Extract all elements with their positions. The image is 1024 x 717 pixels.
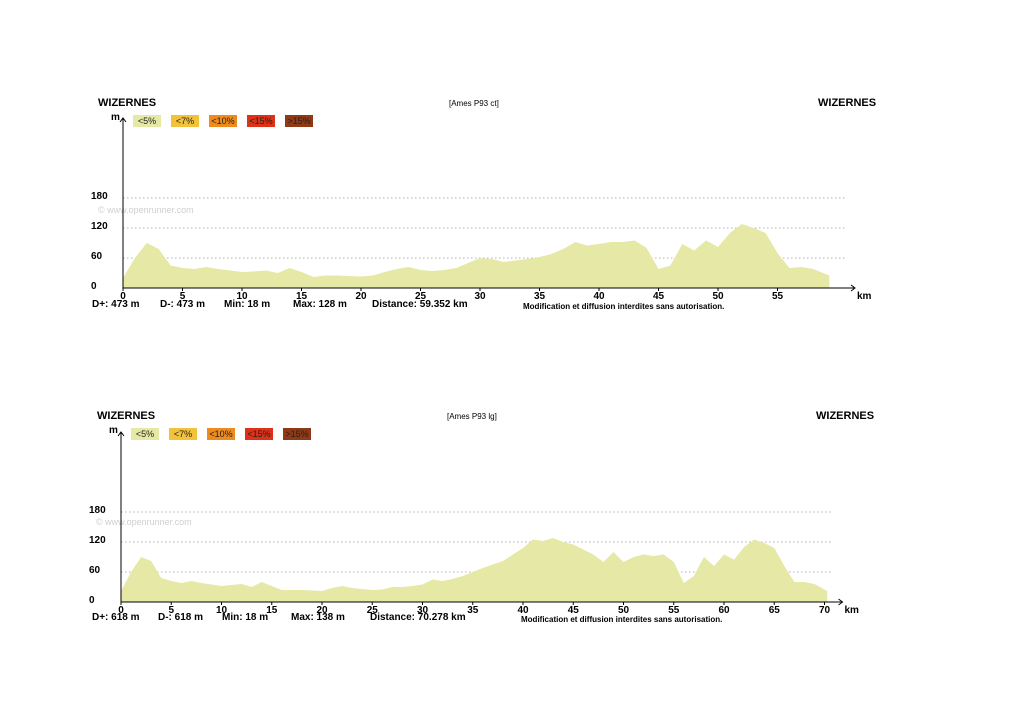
y-tick-label: 180 — [91, 191, 108, 202]
min-elevation: Min: 18 m — [224, 299, 271, 310]
elevation-area — [121, 538, 828, 602]
x-unit-label: km — [857, 291, 872, 302]
elevation-chart: 0 60 120 180 0 5 10 15 20 25 30 35 40 45 50 55 km — [91, 117, 872, 302]
x-tick-label: 0 — [120, 291, 126, 302]
x-tick-label: 15 — [266, 605, 278, 616]
x-tick-label: 40 — [517, 605, 529, 616]
x-tick-label: 5 — [180, 291, 186, 302]
x-tick-label: 10 — [216, 605, 228, 616]
x-tick-label: 35 — [534, 291, 546, 302]
start-location-label: WIZERNES — [98, 97, 157, 109]
legend-item-lt5: <5% — [131, 428, 159, 440]
legend-item-gt15: >15% — [285, 115, 313, 127]
x-tick-label: 20 — [316, 605, 328, 616]
watermark: © www.openrunner.com — [96, 517, 192, 527]
legend-item-lt15: <15% — [245, 428, 273, 440]
x-tick-label: 30 — [417, 605, 429, 616]
legend-item-lt10: <10% — [207, 428, 235, 440]
route-title: [Ames P93 lg] — [447, 412, 497, 421]
route-distance: Distance: 70.278 km — [370, 612, 466, 623]
y-tick-label: 60 — [91, 251, 103, 262]
legend-item-gt15: >15% — [283, 428, 311, 440]
x-tick-label: 10 — [236, 291, 248, 302]
end-location-label: WIZERNES — [818, 97, 877, 109]
x-tick-label: 50 — [618, 605, 630, 616]
slope-legend: <5% <7% <10% <15% >15% — [133, 115, 323, 127]
max-elevation: Max: 138 m — [291, 612, 345, 623]
x-tick-label: 40 — [593, 291, 605, 302]
y-axis-arrow — [119, 117, 127, 123]
legend-item-lt10: <10% — [209, 115, 237, 127]
watermark: © www.openrunner.com — [98, 205, 194, 215]
elevation-gain: D+: 618 m — [92, 612, 140, 623]
x-tick-label: 55 — [772, 291, 784, 302]
x-tick-label: 55 — [668, 605, 680, 616]
y-unit-label: m — [109, 425, 118, 436]
slope-legend: <5% <7% <10% <15% >15% — [131, 428, 321, 440]
x-tick-label: 15 — [296, 291, 308, 302]
x-axis-arrow — [838, 598, 844, 606]
y-tick-label: 0 — [89, 595, 95, 606]
elevation-gain: D+: 473 m — [92, 299, 140, 310]
x-tick-label: 60 — [718, 605, 730, 616]
x-tick-label: 45 — [568, 605, 580, 616]
x-tick-label: 25 — [367, 605, 379, 616]
x-tick-label: 35 — [467, 605, 479, 616]
x-tick-label: 45 — [653, 291, 665, 302]
x-tick-label: 30 — [474, 291, 486, 302]
copyright-notice: Modification et diffusion interdites san… — [521, 615, 723, 624]
route-title: [Ames P93 ct] — [449, 99, 499, 108]
elevation-loss: D-: 473 m — [160, 299, 206, 310]
elevation-area — [123, 224, 830, 288]
min-elevation: Min: 18 m — [222, 612, 269, 623]
y-tick-label: 120 — [89, 535, 106, 546]
x-tick-label: 0 — [118, 605, 124, 616]
x-axis-arrow — [850, 284, 856, 292]
end-location-label: WIZERNES — [816, 410, 875, 422]
legend-item-lt5: <5% — [133, 115, 161, 127]
y-tick-label: 120 — [91, 221, 108, 232]
y-tick-label: 180 — [89, 505, 106, 516]
x-tick-label: 20 — [355, 291, 367, 302]
y-axis-arrow — [117, 431, 125, 437]
max-elevation: Max: 128 m — [293, 299, 347, 310]
route-distance: Distance: 59.352 km — [372, 299, 468, 310]
start-location-label: WIZERNES — [97, 410, 156, 422]
y-tick-label: 0 — [91, 281, 97, 292]
legend-item-lt15: <15% — [247, 115, 275, 127]
elevation-loss: D-: 618 m — [158, 612, 204, 623]
y-unit-label: m — [111, 112, 120, 123]
x-tick-label: 5 — [168, 605, 174, 616]
x-tick-label: 50 — [712, 291, 724, 302]
legend-item-lt7: <7% — [169, 428, 197, 440]
x-unit-label: km — [845, 605, 860, 616]
y-tick-label: 60 — [89, 565, 101, 576]
x-tick-label: 65 — [769, 605, 781, 616]
elevation-profile-panel: WIZERNES [Ames P93 ct] WIZERNES m <5% <7… — [0, 0, 1024, 340]
x-tick-label: 25 — [415, 291, 427, 302]
copyright-notice: Modification et diffusion interdites san… — [523, 302, 725, 311]
legend-item-lt7: <7% — [171, 115, 199, 127]
x-tick-label: 70 — [819, 605, 831, 616]
